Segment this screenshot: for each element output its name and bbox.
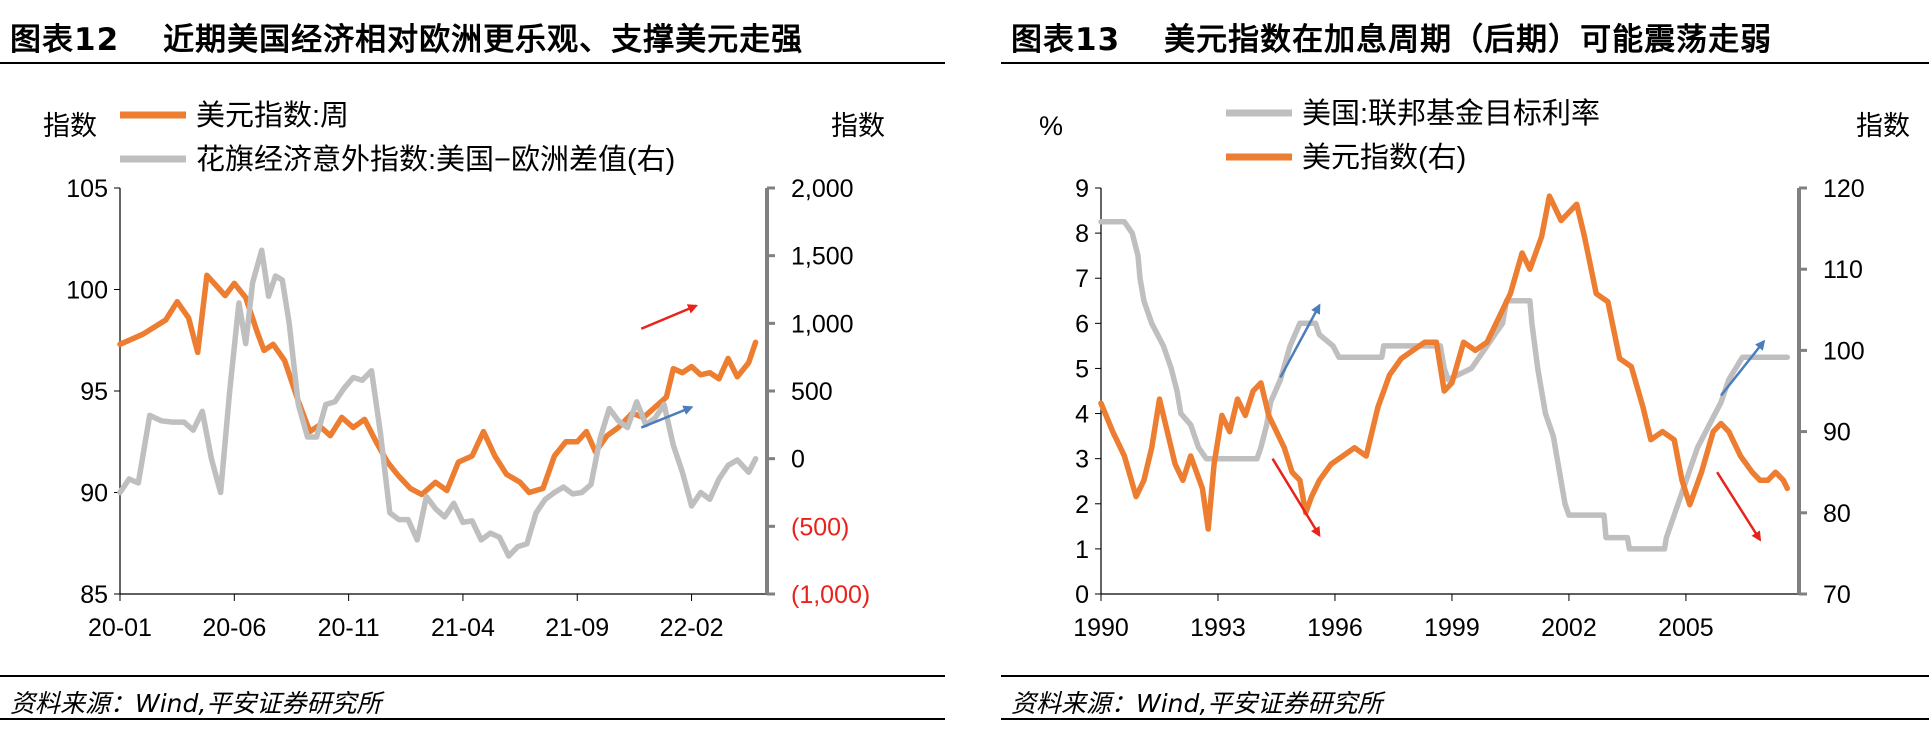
panel-title: 图表12 近期美国经济相对欧洲更乐观、支撑美元走强 — [10, 14, 803, 59]
figure-number: 图表13 — [1011, 22, 1121, 58]
x-tick-label: 21-09 — [545, 614, 609, 642]
x-tick-label: 2002 — [1541, 614, 1597, 642]
x-tick-label: 1999 — [1424, 614, 1480, 642]
x-tick-label: 20-06 — [202, 614, 266, 642]
right-tick-label: 0 — [791, 446, 805, 474]
chart-13-svg: 9 8 7 6 5 4 3 2 1 0 120 110 100 90 80 70 1990 1993 1996 199… — [1039, 97, 1910, 642]
source-rule-top — [0, 675, 945, 677]
left-tick-label: 3 — [1075, 446, 1089, 474]
x-tick-label: 2005 — [1658, 614, 1714, 642]
figure-title: 近期美国经济相对欧洲更乐观、支撑美元走强 — [163, 22, 804, 58]
right-axis-title: 指数 — [1856, 111, 1910, 141]
panel-chart-12: 图表12 近期美国经济相对欧洲更乐观、支撑美元走强 105 100 95 90 85 2,0… — [0, 0, 945, 733]
annotation-arrow — [640, 304, 698, 330]
right-tick-label: 100 — [1823, 337, 1865, 365]
annotation-arrow — [1271, 458, 1321, 538]
left-tick-label: 9 — [1075, 175, 1089, 203]
right-tick-label: (1,000) — [791, 581, 870, 609]
x-tick-label: 22-02 — [660, 614, 724, 642]
source-note: 资料来源：Wind,平安证券研究所 — [10, 689, 382, 718]
left-tick-label: 1 — [1075, 536, 1089, 564]
right-tick-label: 120 — [1823, 175, 1865, 203]
annotation-arrow — [1720, 339, 1766, 397]
right-tick-label: (500) — [791, 513, 849, 541]
right-tick-label: 70 — [1823, 581, 1851, 609]
legend-label-2: 美元指数(右) — [1302, 141, 1466, 174]
left-tick-label: 100 — [66, 277, 108, 305]
x-tick-label: 1996 — [1307, 614, 1363, 642]
x-tick-label: 20-01 — [88, 614, 152, 642]
title-rule — [0, 62, 945, 64]
series-line-1 — [1098, 219, 1791, 552]
figure-title: 美元指数在加息周期（后期）可能震荡走弱 — [1164, 22, 1773, 58]
right-tick-label: 2,000 — [791, 175, 854, 203]
left-tick-label: 0 — [1075, 581, 1089, 609]
x-tick-label: 20-11 — [318, 614, 380, 642]
left-tick-label: 2 — [1075, 491, 1089, 519]
annotation-arrow — [640, 405, 694, 429]
legend-label-2: 花旗经济意外指数:美国−欧洲差值(右) — [196, 143, 675, 176]
left-tick-label: 90 — [80, 480, 108, 508]
left-tick-label: 4 — [1075, 401, 1089, 429]
right-tick-label: 1,000 — [791, 310, 854, 338]
title-rule — [1001, 62, 1929, 64]
right-tick-label: 1,500 — [791, 243, 854, 271]
series-line-1 — [117, 272, 759, 498]
annotation-arrow — [1279, 303, 1321, 379]
legend-label-1: 美国:联邦基金目标利率 — [1302, 97, 1600, 130]
panel-chart-13: 图表13 美元指数在加息周期（后期）可能震荡走弱 9 8 7 6 5 4 3 2 1 0 120 110… — [1001, 0, 1929, 733]
left-tick-label: 8 — [1075, 220, 1089, 248]
right-tick-label: 500 — [791, 378, 833, 406]
right-tick-label: 90 — [1823, 419, 1851, 447]
left-tick-label: 7 — [1075, 265, 1089, 293]
source-rule-bottom — [1001, 718, 1929, 720]
left-axis-title: % — [1039, 111, 1063, 141]
left-tick-label: 5 — [1075, 355, 1089, 383]
x-tick-label: 21-04 — [431, 614, 495, 642]
series-line-2 — [117, 247, 759, 559]
left-tick-label: 105 — [66, 175, 108, 203]
left-tick-label: 6 — [1075, 310, 1089, 338]
right-tick-label: 80 — [1823, 500, 1851, 528]
source-rule-top — [1001, 675, 1929, 677]
left-tick-label: 95 — [80, 378, 108, 406]
x-tick-label: 1993 — [1190, 614, 1246, 642]
left-axis-title: 指数 — [43, 111, 97, 141]
figure-number: 图表12 — [10, 22, 120, 58]
legend-label-1: 美元指数:周 — [196, 99, 349, 132]
chart-12-svg: 105 100 95 90 85 2,000 1,500 1,000 500 0 (500) (1,0… — [43, 99, 885, 642]
right-axis-title: 指数 — [831, 111, 885, 141]
series-line-2 — [1098, 193, 1791, 532]
annotation-arrow — [1716, 471, 1762, 542]
right-tick-label: 110 — [1823, 256, 1863, 284]
x-tick-label: 1990 — [1073, 614, 1129, 642]
source-note: 资料来源：Wind,平安证券研究所 — [1011, 689, 1383, 718]
source-rule-bottom — [0, 718, 945, 720]
left-tick-label: 85 — [80, 581, 108, 609]
panel-title: 图表13 美元指数在加息周期（后期）可能震荡走弱 — [1011, 14, 1772, 59]
